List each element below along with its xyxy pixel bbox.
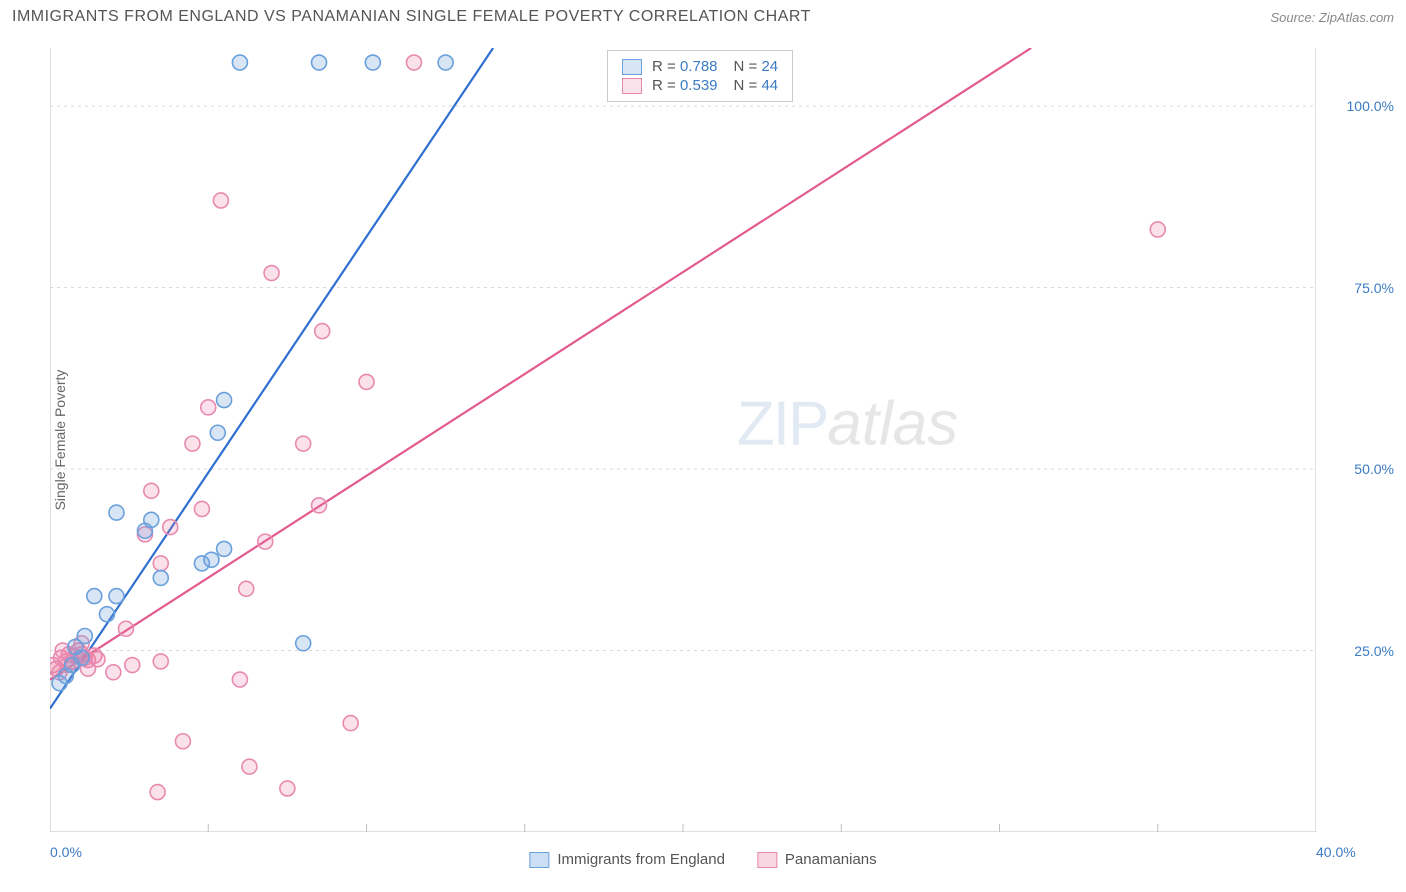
stat-n-label: N = 24 [734,58,779,75]
stat-r-label: R = 0.788 [652,58,717,75]
chart-container: Single Female Poverty ZIPatlas R = 0.788… [50,48,1316,832]
legend-swatch [757,852,777,868]
stats-row: R = 0.539 N = 44 [622,76,778,95]
x-tick-label: 0.0% [50,844,82,860]
stat-r-label: R = 0.539 [652,77,717,94]
bottom-legend: Immigrants from England Panamanians [529,851,876,868]
legend-swatch [529,852,549,868]
chart-header: IMMIGRANTS FROM ENGLAND VS PANAMANIAN SI… [0,0,1406,30]
y-tick-label: 75.0% [1354,280,1394,296]
scatter-chart [50,48,1316,832]
y-tick-label: 100.0% [1347,98,1394,114]
y-tick-label: 50.0% [1354,461,1394,477]
chart-title: IMMIGRANTS FROM ENGLAND VS PANAMANIAN SI… [12,8,811,26]
legend-item: Immigrants from England [529,851,725,868]
legend-swatch [622,78,642,94]
x-tick-label: 40.0% [1316,844,1366,860]
legend-swatch [622,59,642,75]
legend-item: Panamanians [757,851,877,868]
y-axis-label: Single Female Poverty [52,370,68,511]
stats-row: R = 0.788 N = 24 [622,57,778,76]
stats-legend: R = 0.788 N = 24 R = 0.539 N = 44 [607,50,793,102]
legend-label: Panamanians [785,851,877,868]
y-tick-label: 25.0% [1354,643,1394,659]
legend-label: Immigrants from England [557,851,725,868]
source-label: Source: ZipAtlas.com [1270,10,1394,25]
stat-n-label: N = 44 [734,77,779,94]
